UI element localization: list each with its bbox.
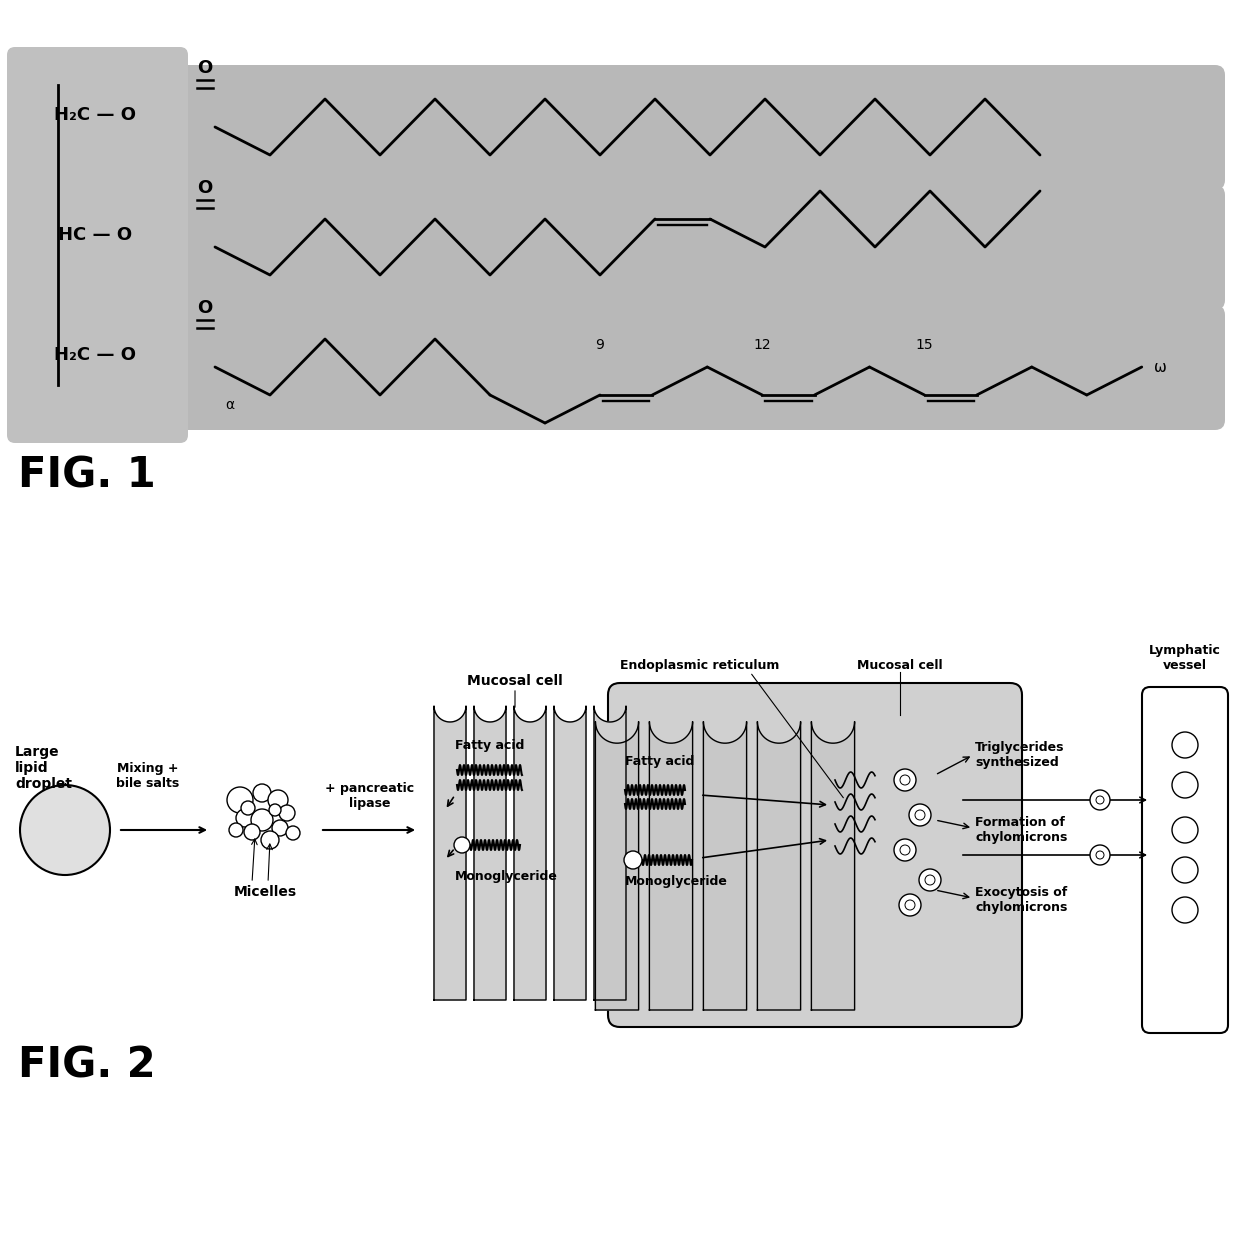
Circle shape xyxy=(1090,790,1110,810)
Polygon shape xyxy=(474,706,506,1000)
Circle shape xyxy=(1172,818,1198,844)
Circle shape xyxy=(894,839,916,861)
Text: O: O xyxy=(197,299,212,317)
Polygon shape xyxy=(595,721,639,1010)
Polygon shape xyxy=(515,706,546,1000)
Text: O: O xyxy=(197,179,212,198)
Circle shape xyxy=(1172,732,1198,758)
Circle shape xyxy=(454,837,470,853)
FancyBboxPatch shape xyxy=(1142,687,1228,1032)
FancyBboxPatch shape xyxy=(608,683,1022,1028)
Circle shape xyxy=(1096,797,1104,804)
Circle shape xyxy=(905,900,915,910)
Polygon shape xyxy=(650,721,693,1010)
Text: + pancreatic
lipase: + pancreatic lipase xyxy=(325,782,414,810)
Text: Fatty acid: Fatty acid xyxy=(455,739,525,752)
Text: Mucosal cell: Mucosal cell xyxy=(857,659,942,672)
Text: O: O xyxy=(197,59,212,77)
Circle shape xyxy=(268,790,288,810)
Text: α: α xyxy=(226,398,234,412)
Polygon shape xyxy=(434,706,466,1000)
Text: 12: 12 xyxy=(754,338,771,352)
Polygon shape xyxy=(758,721,801,1010)
Text: ω: ω xyxy=(1153,359,1167,374)
Circle shape xyxy=(260,831,279,848)
Text: Lymphatic
vessel: Lymphatic vessel xyxy=(1149,643,1221,672)
Circle shape xyxy=(20,785,110,876)
Circle shape xyxy=(286,826,300,840)
Text: FIG. 1: FIG. 1 xyxy=(19,454,156,496)
Circle shape xyxy=(894,769,916,790)
Text: Micelles: Micelles xyxy=(233,885,296,899)
Text: Formation of
chylomicrons: Formation of chylomicrons xyxy=(975,816,1068,844)
Circle shape xyxy=(915,810,925,820)
Circle shape xyxy=(1172,897,1198,923)
Circle shape xyxy=(900,776,910,785)
Text: Monoglyceride: Monoglyceride xyxy=(625,876,728,888)
Polygon shape xyxy=(811,721,854,1010)
Circle shape xyxy=(269,804,281,816)
Circle shape xyxy=(250,809,273,831)
Circle shape xyxy=(241,802,255,815)
Circle shape xyxy=(1172,772,1198,798)
Circle shape xyxy=(244,824,260,840)
Circle shape xyxy=(272,820,288,836)
Circle shape xyxy=(1090,845,1110,864)
Polygon shape xyxy=(554,706,587,1000)
Text: Triglycerides
synthesized: Triglycerides synthesized xyxy=(975,741,1064,769)
Circle shape xyxy=(253,784,272,802)
Text: 9: 9 xyxy=(595,338,604,352)
Text: H₂C — O: H₂C — O xyxy=(55,106,136,124)
Circle shape xyxy=(899,894,921,916)
Text: Exocytosis of
chylomicrons: Exocytosis of chylomicrons xyxy=(975,885,1068,914)
Text: Monoglyceride: Monoglyceride xyxy=(455,869,558,883)
Text: FIG. 2: FIG. 2 xyxy=(19,1045,156,1087)
Text: HC — O: HC — O xyxy=(58,226,133,245)
FancyBboxPatch shape xyxy=(175,305,1225,430)
Circle shape xyxy=(624,851,642,869)
Text: Endoplasmic reticulum: Endoplasmic reticulum xyxy=(620,659,780,672)
FancyBboxPatch shape xyxy=(175,65,1225,190)
Circle shape xyxy=(227,787,253,813)
Circle shape xyxy=(1096,851,1104,860)
Circle shape xyxy=(900,845,910,855)
Text: Mucosal cell: Mucosal cell xyxy=(467,674,563,688)
Circle shape xyxy=(236,809,254,827)
Text: 15: 15 xyxy=(915,338,934,352)
Circle shape xyxy=(1172,857,1198,883)
Text: H₂C — O: H₂C — O xyxy=(55,346,136,364)
Circle shape xyxy=(909,804,931,826)
Circle shape xyxy=(919,869,941,890)
Text: Large
lipid
droplet: Large lipid droplet xyxy=(15,745,72,792)
Circle shape xyxy=(279,805,295,821)
Polygon shape xyxy=(703,721,746,1010)
Circle shape xyxy=(925,876,935,885)
Circle shape xyxy=(229,823,243,837)
Text: Fatty acid: Fatty acid xyxy=(625,755,694,768)
Polygon shape xyxy=(594,706,626,1000)
Text: Mixing +
bile salts: Mixing + bile salts xyxy=(117,762,180,790)
FancyBboxPatch shape xyxy=(7,47,188,443)
FancyBboxPatch shape xyxy=(175,185,1225,310)
